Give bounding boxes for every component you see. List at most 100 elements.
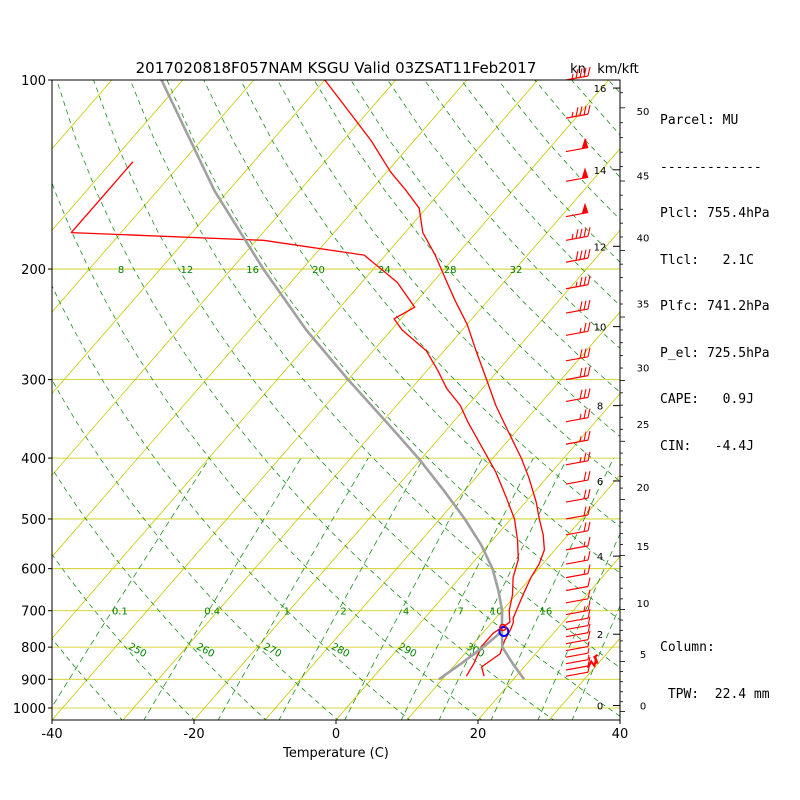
plot-frame	[51, 79, 621, 721]
wind-barb-staff	[565, 375, 589, 381]
pressure-tick-label: 300	[21, 374, 46, 389]
isotherm-line	[52, 80, 326, 395]
wind-barb-full	[587, 616, 591, 626]
wind-barb-staff	[565, 308, 589, 314]
background-lines	[52, 80, 620, 720]
isotherm-line	[52, 80, 610, 720]
dry-adiabat-line	[93, 80, 620, 717]
wind-barb-full	[575, 251, 579, 261]
parcel-divider: -------------	[660, 159, 762, 175]
kft-tick-label: 45	[637, 172, 650, 183]
wind-barb	[565, 275, 591, 290]
kft-tick-label: 20	[637, 483, 650, 494]
wind-barb	[565, 630, 591, 645]
wind-barb-full	[587, 505, 591, 516]
wind-barb-half	[583, 555, 586, 561]
dry-adiabat-line	[277, 80, 620, 482]
wind-barb-staff	[565, 417, 589, 423]
wind-barb-full	[587, 470, 591, 481]
wind-barb	[565, 667, 590, 677]
mixing-ratio-label: 16	[540, 607, 553, 618]
kft-tick-label: 0	[640, 702, 646, 713]
wind-barb-staff	[565, 659, 589, 665]
kft-tick-label: 50	[637, 107, 650, 118]
x-axis-label: Temperature (C)	[282, 746, 389, 761]
chart-title: 2017020818F057NAM KSGU Valid 03ZSAT11Feb…	[136, 59, 537, 77]
wind-barb-full	[583, 249, 587, 259]
wind-barb-full	[583, 105, 587, 115]
mixing-ratio-line	[52, 457, 210, 708]
kft-tick-label: 5	[640, 650, 646, 661]
wind-barb-full	[579, 250, 583, 260]
wind-barb-full	[583, 227, 587, 238]
dry-adiabat-label: 260	[194, 641, 216, 660]
wind-barb-staff	[565, 113, 589, 119]
mixing-ratio-line	[278, 457, 424, 720]
dry-adiabat-line	[240, 80, 620, 528]
mixing-ratio-label: 1	[284, 607, 290, 618]
dry-adiabat-line	[129, 80, 620, 668]
dry-adiabat-line	[52, 181, 483, 720]
wind-barb-full	[587, 577, 591, 587]
wind-barb-full	[587, 227, 591, 237]
wind-barb-full	[575, 107, 579, 117]
isotherm-line	[52, 80, 539, 640]
lcl-marker	[498, 625, 510, 637]
plfc-value: Plfc: 741.2hPa	[660, 299, 770, 314]
isotherm-line	[52, 80, 397, 476]
wind-barb-half	[587, 654, 590, 660]
wind-barb	[565, 451, 591, 466]
wind-barb-staff	[565, 617, 589, 623]
temperature-tick-label: 20	[470, 727, 487, 742]
wind-barb-full	[587, 488, 591, 499]
dry-adiabat-line	[203, 80, 620, 574]
temperature-tick-label: -20	[183, 727, 204, 742]
mixing-ratio-line	[344, 457, 483, 720]
wind-barb	[565, 536, 591, 551]
isotherm-label: 24	[378, 265, 391, 276]
dry-adiabat-label: 250	[126, 641, 148, 660]
wind-barb-half	[587, 641, 590, 647]
wind-barb-full	[583, 389, 587, 399]
isotherm-line	[52, 80, 255, 313]
wind-barb-full	[575, 68, 579, 79]
wind-barb-staff	[565, 235, 589, 241]
wind-barb-staff	[565, 559, 589, 565]
wind-barb-staff	[565, 652, 589, 658]
wind-barb-full	[579, 349, 583, 359]
wind-barb-full	[583, 522, 587, 532]
wind-barb-half	[583, 606, 586, 612]
wind-barb-full	[579, 301, 583, 311]
isotherm-label: 16	[246, 265, 259, 276]
isotherm-label: 20	[312, 265, 325, 276]
wind-barb-half	[571, 234, 574, 240]
pressure-tick-label: 700	[21, 605, 46, 620]
mixing-ratio-line	[400, 457, 534, 720]
tlcl-value: Tlcl: 2.1C	[660, 252, 754, 268]
dry-adiabat-label: 290	[396, 641, 418, 660]
wind-barb-full	[587, 249, 591, 259]
wind-barb-full	[575, 229, 579, 239]
wind-barb-full	[583, 471, 587, 481]
dry-adiabat-line	[52, 379, 339, 720]
kft-tick-label: 10	[637, 599, 650, 610]
wind-barb	[565, 601, 591, 616]
dry-adiabat-line	[166, 80, 620, 621]
pressure-tick-label: 1000	[13, 702, 46, 717]
wind-barb-staff	[565, 545, 589, 551]
wind-barb-full	[583, 139, 587, 149]
wind-barb-full	[587, 536, 591, 546]
wind-barb-full	[579, 106, 583, 116]
temperature-profile-line	[324, 80, 546, 677]
wind-barb-staff	[565, 624, 589, 631]
wind-barb-full	[587, 347, 591, 357]
wind-barb-staff	[565, 497, 589, 503]
wind-barbs	[565, 66, 599, 677]
wind-barb-full	[579, 277, 583, 287]
wind-barb	[565, 550, 591, 565]
wind-barb-half	[579, 413, 582, 420]
wind-barb	[565, 577, 591, 592]
wind-barb-full	[583, 431, 587, 441]
wind-barb-full	[583, 300, 587, 310]
